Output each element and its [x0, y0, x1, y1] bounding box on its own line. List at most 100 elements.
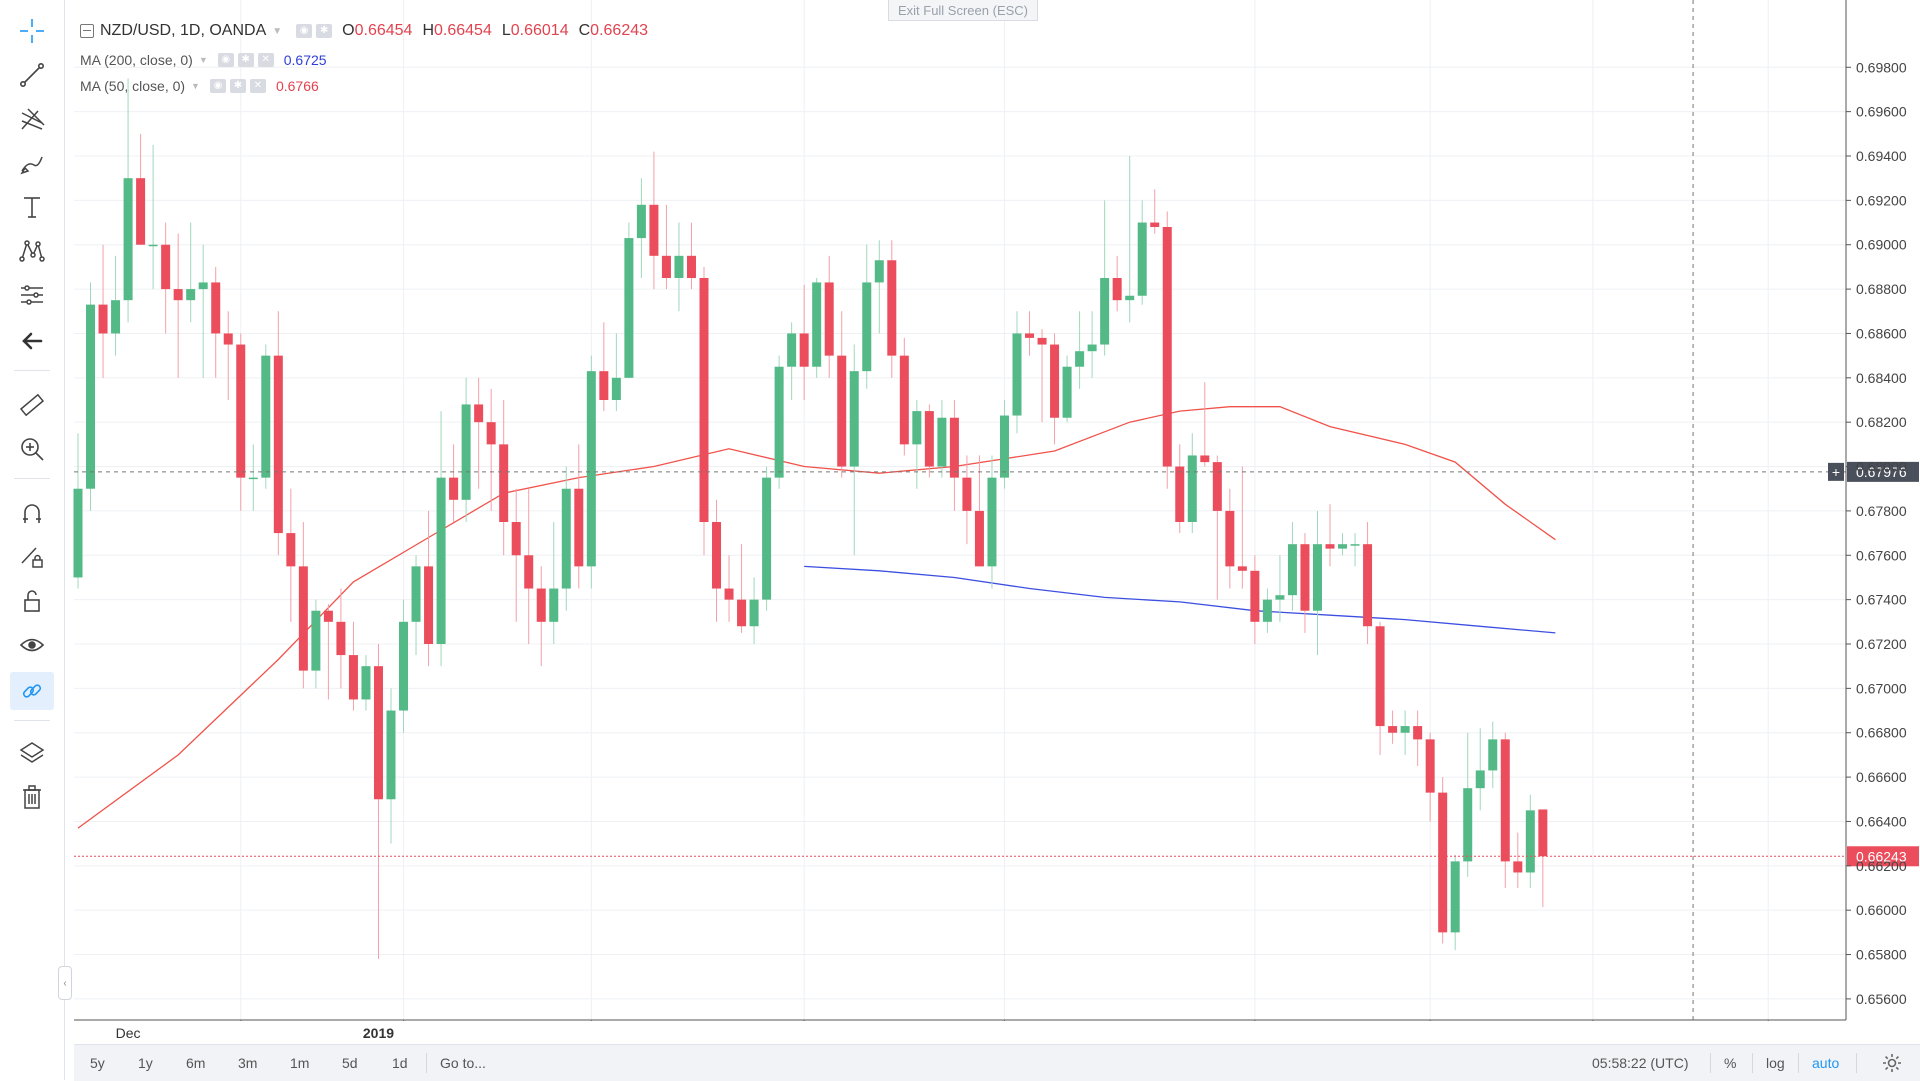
delete-tool[interactable] [10, 778, 54, 816]
candle-body [411, 566, 421, 622]
pattern-icon [19, 240, 45, 262]
dropdown-icon[interactable]: ▼ [272, 25, 283, 37]
back-tool[interactable] [10, 322, 54, 360]
candle [974, 455, 984, 567]
candle-body [1187, 455, 1197, 522]
candle [1162, 211, 1172, 489]
candle [749, 577, 759, 644]
layers-tool[interactable] [10, 734, 54, 772]
time-axis-strip [74, 1021, 1846, 1044]
candle [674, 222, 684, 312]
prediction-tool[interactable] [10, 276, 54, 314]
price-tick-label: 0.66800 [1856, 725, 1907, 741]
candle-body [561, 488, 571, 589]
exit-fullscreen-button[interactable]: Exit Full Screen (ESC) [888, 0, 1038, 21]
candle [323, 604, 333, 700]
text-tool[interactable] [10, 188, 54, 226]
candle [837, 311, 847, 478]
brush-tool[interactable] [10, 144, 54, 182]
dropdown-icon[interactable]: ▼ [198, 55, 208, 65]
candle [1062, 355, 1072, 423]
candle-body [574, 488, 584, 567]
candle-body [674, 255, 684, 278]
candlestick-series [73, 78, 1548, 959]
visibility-tool[interactable] [10, 626, 54, 664]
candle-body [1400, 726, 1410, 733]
candle-body [536, 588, 546, 622]
log-toggle[interactable]: log [1766, 1055, 1785, 1071]
candle-body [924, 411, 934, 467]
pitchfork-tool[interactable] [10, 100, 54, 138]
candle-body [649, 204, 659, 256]
candle [1438, 777, 1448, 944]
link-tool[interactable] [10, 672, 54, 710]
eye-toggle-icon[interactable]: ◉ [209, 79, 226, 93]
remove-icon[interactable]: ✕ [257, 53, 274, 67]
percent-toggle[interactable]: % [1724, 1055, 1737, 1071]
range-1y[interactable]: 1y [138, 1055, 153, 1071]
zoom-tool[interactable] [10, 430, 54, 468]
range-6m[interactable]: 6m [186, 1055, 206, 1071]
candle-body [812, 282, 822, 367]
candle [1488, 721, 1498, 789]
remove-icon[interactable]: ✕ [249, 79, 266, 93]
unlock-tool[interactable] [10, 582, 54, 620]
settings-icon[interactable]: ✱ [316, 24, 333, 38]
candle-body [261, 355, 271, 478]
price-tick-label: 0.66000 [1856, 902, 1907, 918]
candle-body [1212, 462, 1222, 511]
ruler-icon [19, 393, 45, 417]
candle [474, 377, 484, 489]
magnet-tool[interactable] [10, 494, 54, 532]
price-tick-label: 0.68600 [1856, 325, 1907, 341]
range-5d[interactable]: 5d [342, 1055, 358, 1071]
range-1d[interactable]: 1d [392, 1055, 408, 1071]
collapse-toolbar-button[interactable]: ‹ [58, 966, 72, 1000]
candle [1225, 488, 1235, 589]
go-to-date-button[interactable]: Go to... [440, 1055, 486, 1071]
auto-scale-toggle[interactable]: auto [1812, 1055, 1840, 1071]
candle-body [1075, 351, 1085, 367]
candle [649, 151, 659, 290]
candle-body [1175, 466, 1185, 522]
collapse-legend-icon[interactable] [80, 24, 94, 38]
candle [1375, 621, 1385, 755]
lock-drawing-tool[interactable] [10, 538, 54, 576]
price-tick-label: 0.65800 [1856, 947, 1907, 963]
candle-body [1025, 333, 1035, 338]
price-tick-label: 0.66200 [1856, 858, 1907, 874]
eye-toggle-icon[interactable]: ◉ [217, 53, 234, 67]
candle [1538, 809, 1548, 908]
candle [699, 266, 709, 556]
gear-icon[interactable] [1880, 1051, 1904, 1075]
candle-body [1388, 726, 1398, 733]
last-price-tag [1847, 846, 1919, 867]
eye-toggle-icon[interactable]: ◉ [296, 24, 313, 38]
candle-body [549, 588, 559, 622]
settings-icon[interactable]: ✱ [229, 79, 246, 93]
candle [261, 344, 271, 489]
candle-body [712, 522, 722, 589]
crosshair-tool[interactable] [10, 12, 54, 50]
range-3m[interactable]: 3m [238, 1055, 258, 1071]
trend-line-tool[interactable] [10, 56, 54, 94]
candle-body [1363, 544, 1373, 627]
range-5y[interactable]: 5y [90, 1055, 105, 1071]
ma200-label: MA (200, close, 0) [80, 52, 193, 68]
utc-clock[interactable]: 05:58:22 (UTC) [1592, 1055, 1689, 1071]
range-1m[interactable]: 1m [290, 1055, 310, 1071]
candle [1125, 156, 1135, 323]
pattern-tool[interactable] [10, 232, 54, 270]
ruler-tool[interactable] [10, 386, 54, 424]
dropdown-icon[interactable]: ▼ [191, 81, 200, 91]
candle [1175, 444, 1185, 534]
candle [436, 411, 446, 667]
chart-grid [52, 0, 1846, 1020]
candle [298, 522, 308, 689]
candle-body [774, 366, 784, 478]
price-tick-label: 0.69200 [1856, 192, 1907, 208]
settings-icon[interactable]: ✱ [237, 53, 254, 67]
candle [774, 355, 784, 489]
price-tick-label: 0.65600 [1856, 991, 1907, 1007]
